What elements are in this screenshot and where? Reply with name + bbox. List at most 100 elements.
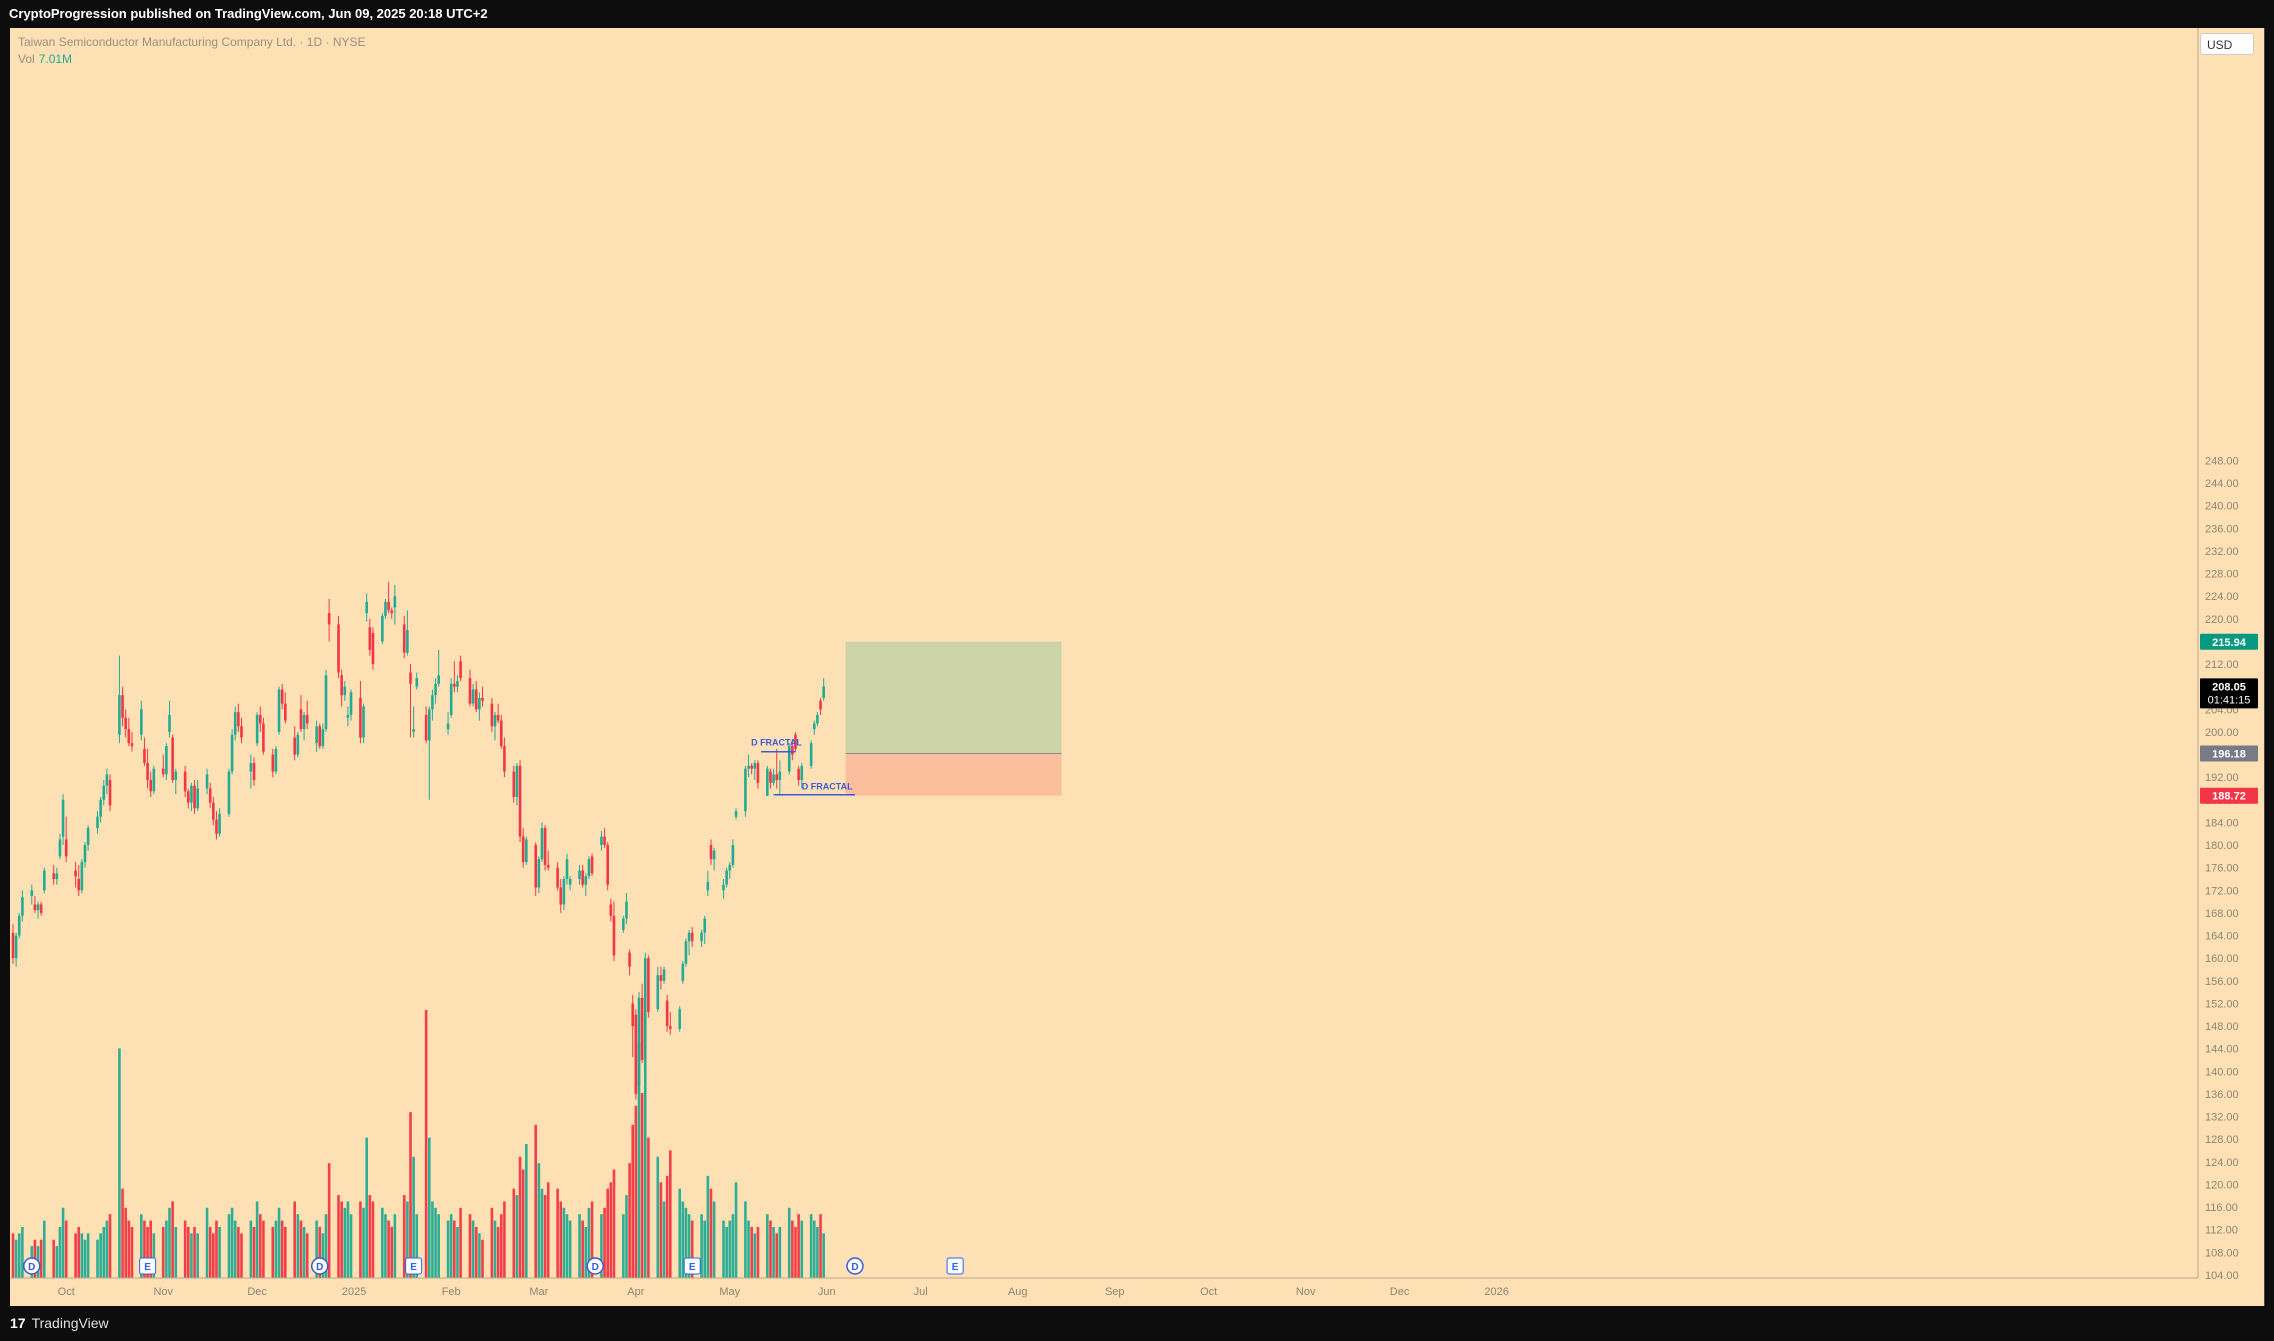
volume-bar — [249, 1220, 253, 1278]
candle-body — [537, 859, 541, 888]
volume-bar — [459, 1207, 462, 1278]
volume-bar — [277, 1207, 281, 1278]
candle-body — [362, 706, 365, 738]
volume-bar — [105, 1220, 109, 1278]
candle-body — [794, 734, 797, 749]
chart-pane[interactable] — [10, 28, 2265, 1306]
candle-body — [402, 624, 406, 653]
volume-value: 7.01M — [38, 52, 73, 66]
candle-body — [371, 632, 375, 665]
candle-body — [437, 675, 440, 684]
volume-bar — [468, 1214, 472, 1278]
volume-bar — [603, 1207, 606, 1278]
candle-body — [171, 737, 174, 781]
candle-body — [503, 746, 506, 772]
candle-body — [249, 763, 253, 772]
volume-bar — [712, 1201, 716, 1278]
volume-bar — [21, 1226, 24, 1278]
volume-bar — [744, 1201, 747, 1278]
marker-letter: D — [851, 1262, 858, 1273]
volume-bar — [662, 1201, 666, 1278]
volume-bar — [161, 1226, 165, 1278]
volume-bar — [343, 1207, 347, 1278]
dividend-marker-icon — [846, 1257, 864, 1275]
symbol-title: Taiwan Semiconductor Manufacturing Compa… — [18, 35, 366, 49]
candle-body — [753, 763, 757, 769]
dividend-marker-icon — [586, 1257, 604, 1275]
candle-body — [706, 881, 710, 891]
candle-body — [218, 813, 221, 834]
x-tick-label: Oct — [58, 1286, 75, 1298]
volume-bar — [437, 1214, 440, 1278]
volume-bar — [769, 1220, 772, 1278]
volume-bar — [318, 1226, 322, 1278]
candle-body — [11, 932, 15, 959]
candle-body — [227, 771, 231, 814]
candle-body — [149, 780, 153, 792]
candle-body — [637, 997, 641, 1086]
volume-bar — [280, 1220, 284, 1278]
candle-body — [190, 785, 193, 803]
volume-bar — [775, 1233, 779, 1278]
volume-bar — [64, 1220, 68, 1278]
candle-body — [481, 697, 484, 701]
candle-body — [61, 799, 65, 837]
price-label-value: 208.05 — [2212, 681, 2246, 693]
y-tick-label: 144.00 — [2205, 1044, 2239, 1056]
candle-body — [427, 709, 431, 741]
candle-body — [725, 870, 728, 885]
candle-body — [424, 714, 428, 741]
volume-bar — [540, 1188, 544, 1278]
candle-body — [690, 932, 694, 942]
candle-body — [534, 845, 538, 888]
candle-body — [108, 780, 112, 806]
candle-body — [456, 681, 459, 687]
y-tick-label: 156.00 — [2205, 976, 2239, 988]
y-tick-label: 104.00 — [2205, 1270, 2239, 1282]
y-tick-label: 184.00 — [2205, 817, 2239, 829]
y-tick-label: 168.00 — [2205, 908, 2239, 920]
volume-bar — [546, 1182, 550, 1278]
fractal-label: D FRACTAL — [751, 738, 802, 748]
volume-bar — [171, 1201, 174, 1278]
footer-brand[interactable]: TradingView — [31, 1315, 109, 1331]
candle-body — [474, 689, 478, 710]
volume-bar — [346, 1201, 350, 1278]
volume-bar — [80, 1233, 84, 1278]
volume-bar — [230, 1207, 234, 1278]
volume-bar — [381, 1207, 384, 1278]
candle-body — [284, 703, 287, 721]
x-tick-label: Nov — [153, 1286, 173, 1298]
candle-body — [409, 672, 412, 684]
volume-bar — [296, 1214, 300, 1278]
volume-bar — [797, 1214, 800, 1278]
candle-body — [681, 963, 685, 981]
candle-body — [540, 828, 544, 860]
candle-body — [140, 709, 143, 735]
currency-selector[interactable]: USD — [2200, 33, 2254, 55]
volume-bar — [240, 1233, 243, 1278]
candle-body — [434, 683, 437, 696]
tradingview-logo-icon[interactable]: 17 — [10, 1315, 26, 1331]
volume-bar — [449, 1214, 453, 1278]
volume-bar — [656, 1156, 660, 1278]
volume-bar — [794, 1226, 797, 1278]
marker-letter: D — [316, 1262, 323, 1273]
volume-bar — [640, 1092, 644, 1278]
earnings-marker-icon — [946, 1257, 964, 1275]
volume-bar — [165, 1220, 168, 1278]
volume-bar — [359, 1201, 362, 1278]
volume-bar — [96, 1239, 99, 1278]
volume-bar — [324, 1214, 328, 1278]
volume-bar — [612, 1169, 616, 1278]
candle-body — [687, 932, 691, 942]
candle-body — [471, 689, 475, 704]
candle-body — [152, 768, 156, 792]
x-tick-label: May — [719, 1286, 740, 1298]
candle-body — [183, 771, 187, 792]
volume-bar — [562, 1207, 566, 1278]
volume-bar — [609, 1182, 613, 1278]
volume-bar — [819, 1214, 822, 1278]
candle-body — [797, 768, 800, 781]
